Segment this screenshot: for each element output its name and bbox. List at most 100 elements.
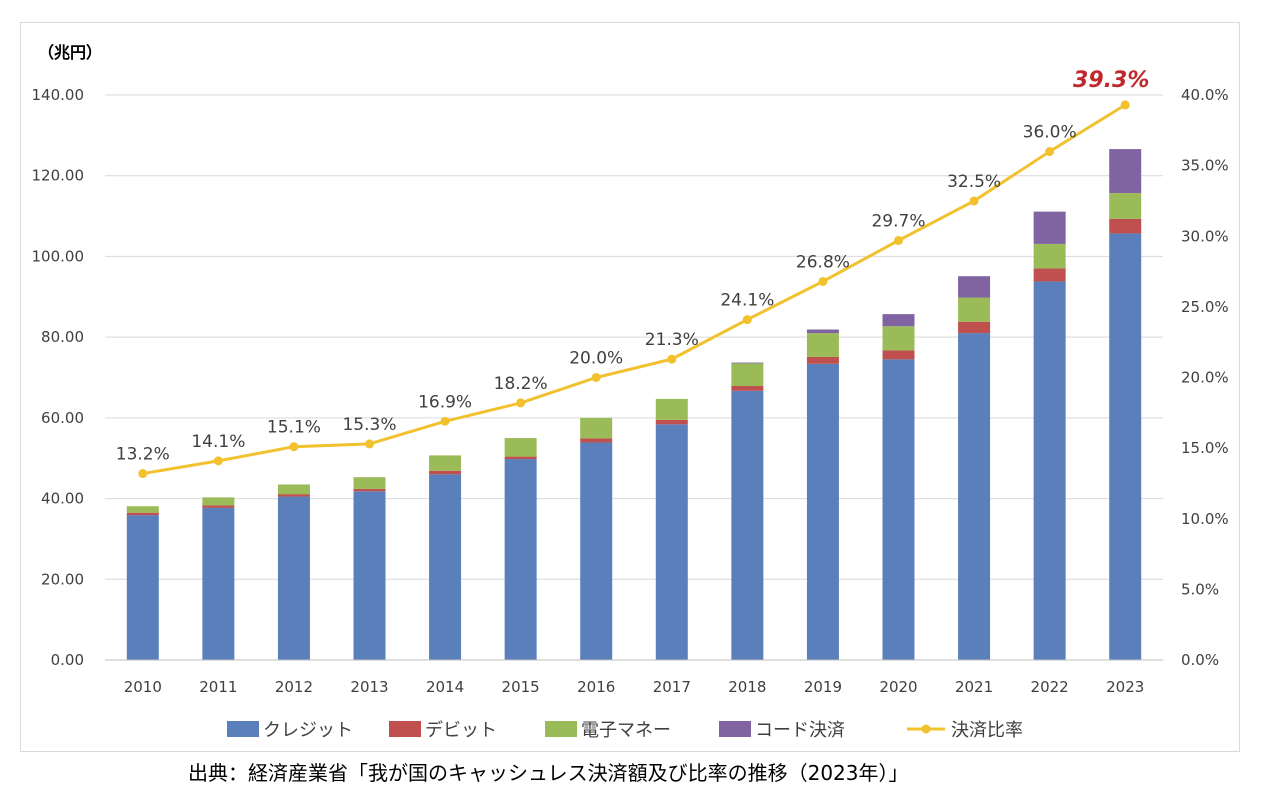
y-left-tick-label: 0.00 <box>51 651 84 669</box>
bar-segment <box>1033 243 1066 269</box>
bar-segment <box>731 390 764 660</box>
bar-segment <box>655 419 688 425</box>
y-axis-unit-label: （兆円） <box>38 43 102 62</box>
y-right-tick-label: 10.0% <box>1181 510 1229 528</box>
bar-segment <box>202 505 235 508</box>
ratio-data-label: 21.3% <box>645 330 699 350</box>
x-tick-label: 2021 <box>955 678 993 696</box>
x-tick-label: 2022 <box>1031 678 1069 696</box>
bar-segment <box>806 363 839 660</box>
ratio-line: 13.2% 14.1% 15.1% 15.3% 16.9% 18.2% 20.0% 21.3%… <box>116 68 1149 479</box>
ratio-data-label: 15.1% <box>267 418 321 438</box>
legend-swatch <box>545 721 577 737</box>
y-right-tick-label: 30.0% <box>1181 227 1229 245</box>
bar-segment <box>277 496 310 660</box>
ratio-point <box>894 235 903 245</box>
ratio-data-label: 32.5% <box>947 172 1001 192</box>
bar-segment <box>882 326 915 351</box>
bar-segment <box>504 438 537 457</box>
x-tick-label: 2019 <box>804 678 842 696</box>
ratio-point <box>591 373 601 382</box>
bar-segment <box>1109 149 1142 194</box>
bar-segment <box>731 363 764 386</box>
y-left-tick-label: 80.00 <box>41 328 84 346</box>
y-right-tick-label: 5.0% <box>1181 580 1219 598</box>
ratio-data-label: 18.2% <box>494 374 548 394</box>
ratio-data-label: 16.9% <box>418 392 472 412</box>
ratio-point <box>289 442 299 452</box>
axes: 0.00 20.00 40.00 60.00 80.00 100.00 120.00 140.… <box>32 86 1229 696</box>
bar-segment <box>882 350 915 360</box>
ratio-data-label: 36.0% <box>1023 123 1077 143</box>
bar-segment <box>806 333 839 357</box>
y-left-tick-label: 120.00 <box>32 167 85 185</box>
bar-segment <box>1033 268 1066 282</box>
ratio-point <box>440 416 450 426</box>
ratio-point <box>969 196 979 206</box>
bar-segment <box>1109 233 1142 661</box>
x-tick-label: 2013 <box>350 678 388 696</box>
x-tick-label: 2014 <box>426 678 464 696</box>
legend-swatch <box>227 721 259 737</box>
ratio-point <box>365 439 374 449</box>
bar-segment <box>277 484 310 495</box>
y-right-tick-label: 20.0% <box>1181 369 1229 387</box>
y-left-tick-label: 100.00 <box>32 247 85 265</box>
ratio-data-label: 15.3% <box>342 415 396 435</box>
bars <box>126 149 1142 661</box>
bar-segment <box>353 491 386 660</box>
bar-segment <box>958 276 991 298</box>
bar-segment <box>429 474 462 660</box>
bar-segment <box>958 297 991 322</box>
ratio-point <box>1120 100 1130 110</box>
y-right-tick-label: 15.0% <box>1181 439 1229 457</box>
ratio-point <box>742 315 752 325</box>
x-tick-label: 2023 <box>1106 678 1144 696</box>
ratio-polyline <box>142 103 1127 476</box>
ratio-data-label: 24.1% <box>720 291 774 311</box>
bar-segment <box>429 455 462 471</box>
ratio-point <box>667 354 677 364</box>
x-tick-label: 2015 <box>502 678 540 696</box>
bar-segment <box>655 398 688 420</box>
bar-segment <box>806 329 839 334</box>
bar-segment <box>806 356 839 364</box>
ratio-point <box>213 456 223 466</box>
bar-segment <box>731 362 764 364</box>
bar-segment <box>1033 281 1066 660</box>
x-tick-label: 2016 <box>577 678 615 696</box>
source-caption: 出典：経済産業省「我が国のキャッシュレス決済額及び比率の推移（2023年）」 <box>188 761 909 785</box>
y-right-tick-label: 35.0% <box>1181 157 1229 175</box>
ratio-point <box>1045 147 1055 156</box>
legend-swatch <box>389 721 421 737</box>
legend-label: クレジット <box>263 720 353 741</box>
bar-segment <box>202 497 235 506</box>
ratio-point <box>818 276 828 286</box>
bar-segment <box>958 321 991 334</box>
y-right-tick-label: 25.0% <box>1181 298 1229 316</box>
ratio-data-label: 20.0% <box>569 349 623 369</box>
x-tick-label: 2012 <box>275 678 313 696</box>
bar-segment <box>731 385 764 391</box>
bar-segment <box>126 506 159 513</box>
bar-segment <box>958 333 991 660</box>
x-tick-label: 2020 <box>879 678 917 696</box>
y-left-tick-label: 20.00 <box>41 570 84 588</box>
legend-label: デビット <box>425 720 497 741</box>
bar-segment <box>1033 211 1066 244</box>
bar-segment <box>353 488 386 492</box>
legend-label: 決済比率 <box>951 720 1023 741</box>
bar-segment <box>655 424 688 660</box>
y-right-tick-label: 0.0% <box>1181 651 1219 669</box>
x-tick-label: 2017 <box>653 678 691 696</box>
ratio-point <box>138 469 148 479</box>
ratio-data-label: 26.8% <box>796 252 850 272</box>
ratio-data-label: 39.3% <box>1073 68 1149 93</box>
bar-segment <box>126 512 159 516</box>
bar-segment <box>126 515 159 660</box>
bar-segment <box>504 459 537 660</box>
bar-segment <box>429 470 462 475</box>
bar-segment <box>1109 218 1142 234</box>
x-tick-label: 2018 <box>728 678 766 696</box>
x-tick-label: 2010 <box>124 678 162 696</box>
